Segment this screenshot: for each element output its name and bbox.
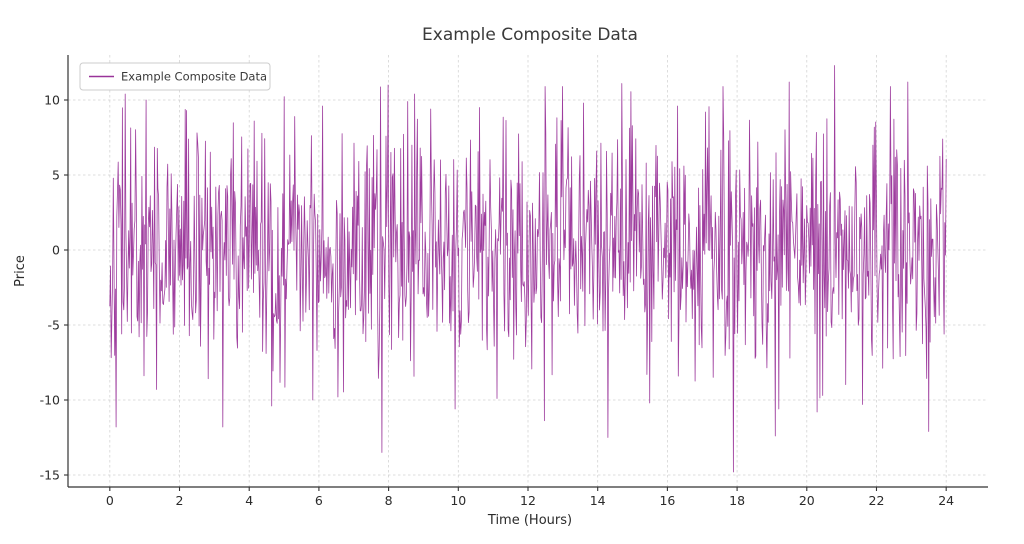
y-tick-label: 0 <box>52 243 60 258</box>
legend-label: Example Composite Data <box>121 70 267 84</box>
x-tick-label: 2 <box>176 493 184 508</box>
x-tick-label: 4 <box>245 493 253 508</box>
y-tick-label: -5 <box>48 318 60 333</box>
y-tick-label: -10 <box>40 393 60 408</box>
y-tick-labels: -15 -10 -5 0 5 10 <box>40 93 60 483</box>
series-group <box>109 65 947 473</box>
x-tick-label: 24 <box>938 493 954 508</box>
gridlines <box>68 55 988 487</box>
series-line <box>109 65 947 473</box>
x-tick-label: 12 <box>520 493 536 508</box>
x-tick-label: 18 <box>729 493 745 508</box>
y-tick-label: -15 <box>40 468 60 483</box>
x-tick-label: 14 <box>590 493 606 508</box>
x-tick-label: 10 <box>450 493 466 508</box>
legend-box <box>79 62 271 91</box>
legend: Example Composite Data <box>79 62 271 91</box>
x-tick-label: 8 <box>385 493 393 508</box>
x-tick-label: 6 <box>315 493 323 508</box>
x-tick-label: 22 <box>869 493 885 508</box>
x-tick-label: 0 <box>106 493 114 508</box>
chart-title: Example Composite Data <box>422 25 638 45</box>
x-axis-label: Time (Hours) <box>487 513 572 528</box>
y-tick-label: 10 <box>44 93 60 108</box>
y-axis-label: Price <box>13 255 28 287</box>
x-tick-label: 16 <box>659 493 675 508</box>
x-tick-labels: 0 2 4 6 8 10 12 14 16 18 20 22 24 <box>106 493 954 508</box>
y-tick-label: 5 <box>52 168 60 183</box>
x-tick-label: 20 <box>799 493 815 508</box>
tick-marks <box>64 99 947 491</box>
